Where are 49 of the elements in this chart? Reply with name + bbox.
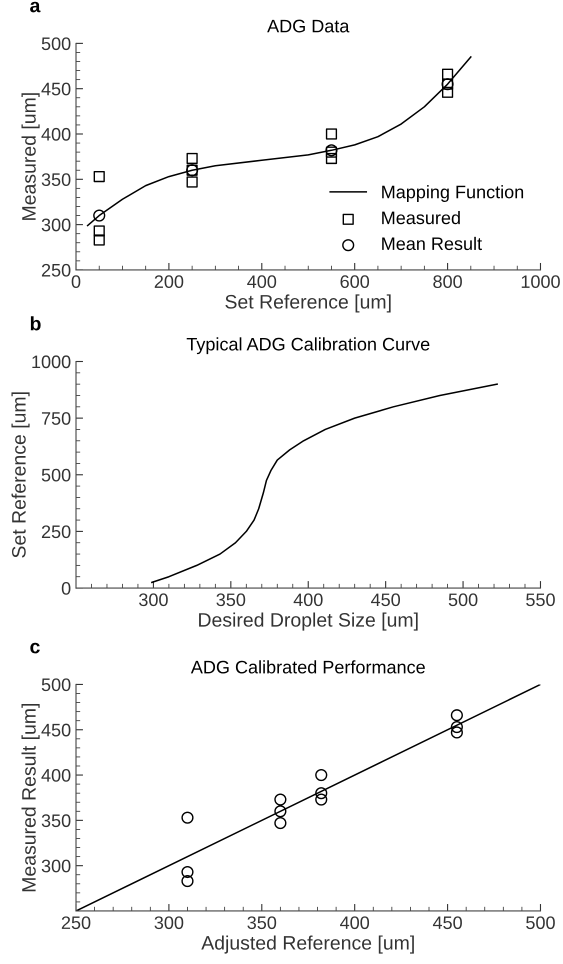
x-tick-label: 800 (433, 275, 462, 288)
x-tick-label: 0 (72, 275, 80, 288)
text: b (30, 316, 41, 330)
text: c (30, 642, 40, 654)
x-tick-label: 350 (216, 593, 246, 606)
x-axis-title: Set Reference [um] (225, 294, 391, 313)
y-tick-label: 400 (41, 128, 70, 141)
x-tick-label: 450 (371, 593, 400, 606)
x-tick-label: 500 (448, 593, 478, 606)
y-tick-label: 350 (42, 814, 70, 828)
y-tick-label: 250 (42, 525, 70, 538)
x-tick-label: 450 (432, 916, 462, 930)
y-axis-title: Measured [um] (22, 93, 40, 220)
y-tick-label: 500 (42, 468, 70, 482)
y-axis-title: Set Reference [um] (11, 392, 30, 558)
y-tick-label: 350 (42, 173, 70, 186)
y-tick-label: 500 (42, 678, 70, 692)
x-tick-label: 600 (340, 275, 370, 288)
legend-label: Measured (382, 210, 460, 224)
x-tick-label: 250 (62, 916, 90, 930)
y-tick-label: 300 (42, 218, 70, 232)
x-axis-title: Adjusted Reference [um] (201, 935, 414, 954)
y-tick-label: 250 (42, 264, 70, 277)
y-tick-label: 1000 (32, 355, 70, 368)
legend-label: Mapping Function (382, 185, 524, 202)
legend-label: Mean Result (382, 236, 482, 250)
text: a (30, 2, 40, 12)
y-tick-label: 500 (42, 37, 70, 50)
x-tick-label: 200 (154, 275, 184, 288)
y-tick-label: 400 (41, 768, 70, 782)
chart-title: ADG Calibrated Performance (190, 660, 425, 674)
chart-title: ADG Data (267, 20, 350, 32)
y-tick-label: 0 (62, 582, 70, 595)
y-tick-label: 300 (42, 860, 70, 872)
x-tick-label: 550 (526, 593, 555, 606)
x-tick-label: 1000 (522, 275, 560, 288)
y-tick-label: 450 (41, 82, 70, 96)
chart-title: Typical ADG Calibration Curve (186, 337, 430, 354)
x-tick-label: 300 (154, 916, 184, 930)
x-axis-title: Desired Droplet Size [um] (199, 612, 418, 631)
x-tick-label: 400 (340, 916, 370, 930)
x-tick-label: 300 (139, 593, 168, 606)
y-axis-title: Measured Result [um] (22, 704, 40, 892)
y-tick-label: 450 (41, 724, 70, 736)
y-tick-label: 750 (42, 412, 70, 425)
x-tick-label: 500 (526, 916, 555, 930)
x-tick-label: 400 (247, 275, 276, 288)
x-tick-label: 350 (247, 916, 276, 930)
x-tick-label: 400 (294, 593, 323, 606)
